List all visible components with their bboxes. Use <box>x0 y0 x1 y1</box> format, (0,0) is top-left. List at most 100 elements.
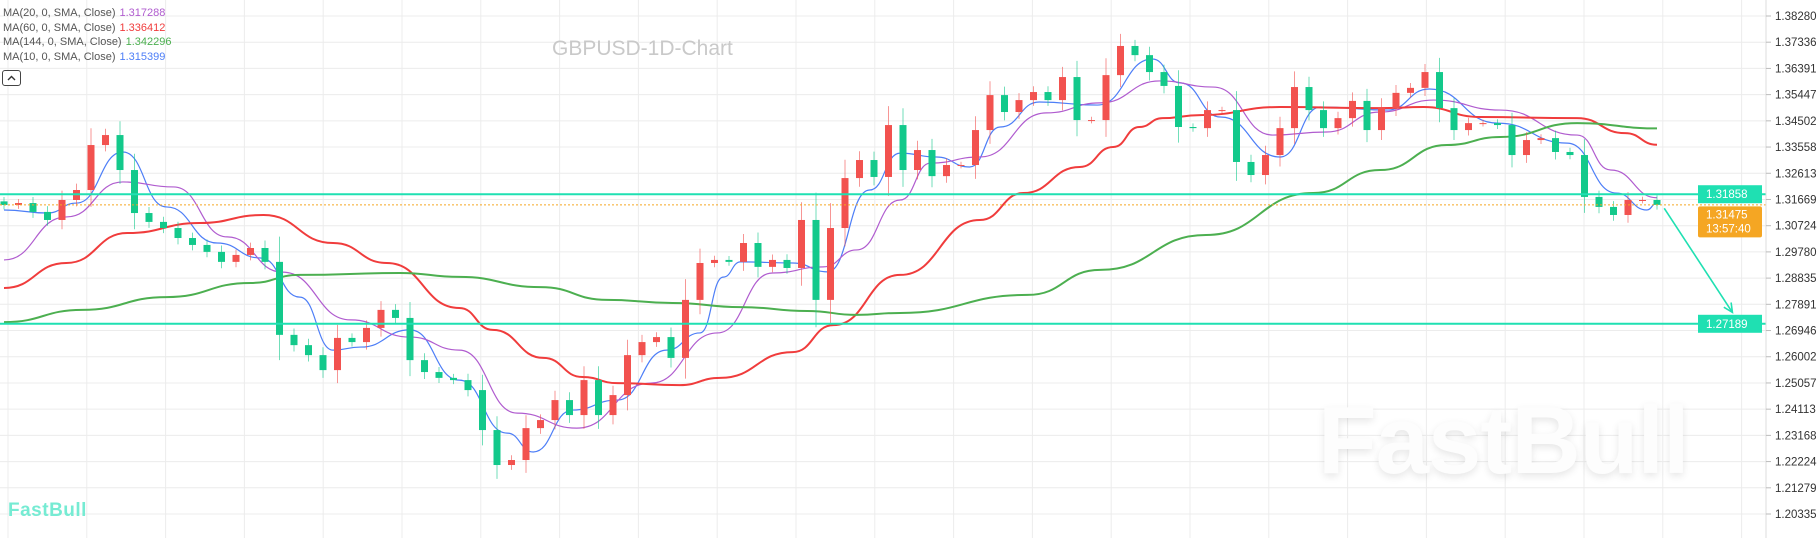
candle <box>1581 139 1588 213</box>
candle <box>986 81 994 144</box>
candle <box>1102 58 1110 137</box>
candle-body <box>276 261 283 335</box>
candle-body <box>1030 92 1037 101</box>
candle <box>667 327 675 368</box>
candle-body <box>29 203 37 212</box>
candle-body <box>653 337 660 343</box>
candle <box>943 158 950 183</box>
price-axis[interactable]: 1.38280 1.37336 1.36391 1.35447 1.34502 1.335… <box>1765 0 1817 538</box>
candle <box>957 161 965 169</box>
candle <box>1233 91 1240 181</box>
candle-body <box>1552 138 1559 152</box>
candle <box>1218 106 1226 114</box>
candle <box>218 245 225 269</box>
candle <box>203 239 211 258</box>
price-tick-label: 1.35447 <box>1775 90 1817 102</box>
legend-ma20[interactable]: MA(20, 0, SMA, Close) 1.317288 <box>3 6 171 21</box>
candle <box>711 255 718 268</box>
price-tick-label: 1.26946 <box>1775 326 1817 338</box>
candle <box>15 199 22 209</box>
candle-body <box>595 380 602 416</box>
candle-body <box>1059 77 1066 101</box>
candle <box>435 366 443 383</box>
legend-ma10[interactable]: MA(10, 0, SMA, Close) 1.315399 <box>3 50 171 65</box>
candle-body <box>131 170 138 214</box>
candle-body <box>885 125 892 177</box>
candle-body <box>102 135 109 146</box>
candle <box>1639 196 1646 204</box>
candle-body <box>1624 199 1632 215</box>
candle-body <box>1407 87 1414 93</box>
candle <box>508 455 515 470</box>
candle <box>392 304 399 324</box>
candle <box>305 338 312 362</box>
candle <box>856 151 863 187</box>
candle-body <box>841 178 849 229</box>
candle-body <box>1639 199 1646 201</box>
candle-body <box>247 248 254 255</box>
price-tick-label: 1.36391 <box>1775 63 1817 75</box>
price-tick-label: 1.25057 <box>1775 378 1817 390</box>
price-tick-label: 1.32613 <box>1775 168 1817 180</box>
candle-body <box>1320 110 1327 129</box>
candle-body <box>363 327 370 343</box>
candle-body <box>1363 100 1371 131</box>
candle <box>1247 154 1255 183</box>
legend-ma144[interactable]: MA(144, 0, SMA, Close) 1.342296 <box>3 35 171 50</box>
legend-value: 1.317288 <box>119 7 166 19</box>
candle-body <box>189 238 196 245</box>
horizontal-lines[interactable] <box>0 193 1766 325</box>
bar-countdown-label: 13:57:40 <box>1706 223 1751 235</box>
candle-body <box>812 219 820 300</box>
candle-body <box>450 377 457 381</box>
candle-body <box>1044 92 1052 101</box>
candle <box>769 254 776 273</box>
candle <box>1262 145 1269 185</box>
watermark: FastBull <box>1318 387 1690 494</box>
legend-value: 1.342296 <box>125 36 172 48</box>
candle <box>131 153 138 230</box>
candle-body <box>943 165 950 177</box>
candle-body <box>377 309 385 328</box>
legend-ma60[interactable]: MA(60, 0, SMA, Close) 1.336412 <box>3 21 171 36</box>
candle <box>1537 134 1545 144</box>
candle-body <box>1262 155 1269 176</box>
candle-body <box>551 400 559 421</box>
candle-body <box>1581 155 1588 197</box>
candle-body <box>1436 72 1443 109</box>
price-tick-label: 1.38280 <box>1775 11 1817 23</box>
candle <box>653 332 660 347</box>
candle <box>928 138 936 188</box>
candle-body <box>986 95 994 131</box>
candle <box>1131 39 1139 62</box>
candle <box>1291 71 1298 144</box>
candle-body <box>392 309 399 318</box>
candle <box>1146 46 1153 81</box>
candle <box>1392 84 1400 117</box>
legend-label: MA(10, 0, SMA, Close) <box>3 50 116 63</box>
candle-body <box>464 380 472 391</box>
candle-body <box>15 203 22 205</box>
candle-body <box>261 248 269 262</box>
candle-body <box>957 165 965 167</box>
candle-body <box>566 400 573 416</box>
candle-body <box>667 337 675 358</box>
candle <box>841 159 849 247</box>
candle-body <box>740 243 747 262</box>
candle <box>798 202 805 286</box>
candle <box>1624 192 1632 223</box>
candle <box>421 353 428 379</box>
price-tick-label: 1.28835 <box>1775 273 1817 285</box>
candle-body <box>493 430 501 466</box>
candle-body <box>1131 45 1139 56</box>
candle <box>290 328 298 352</box>
candle-body <box>348 337 356 343</box>
legend-collapse-button[interactable] <box>2 70 21 86</box>
candle-body <box>1334 118 1342 129</box>
candle-body <box>58 199 66 220</box>
candle <box>160 216 167 234</box>
candle-body <box>1175 85 1182 128</box>
candle-body <box>290 334 298 346</box>
candle-body <box>1465 123 1472 131</box>
